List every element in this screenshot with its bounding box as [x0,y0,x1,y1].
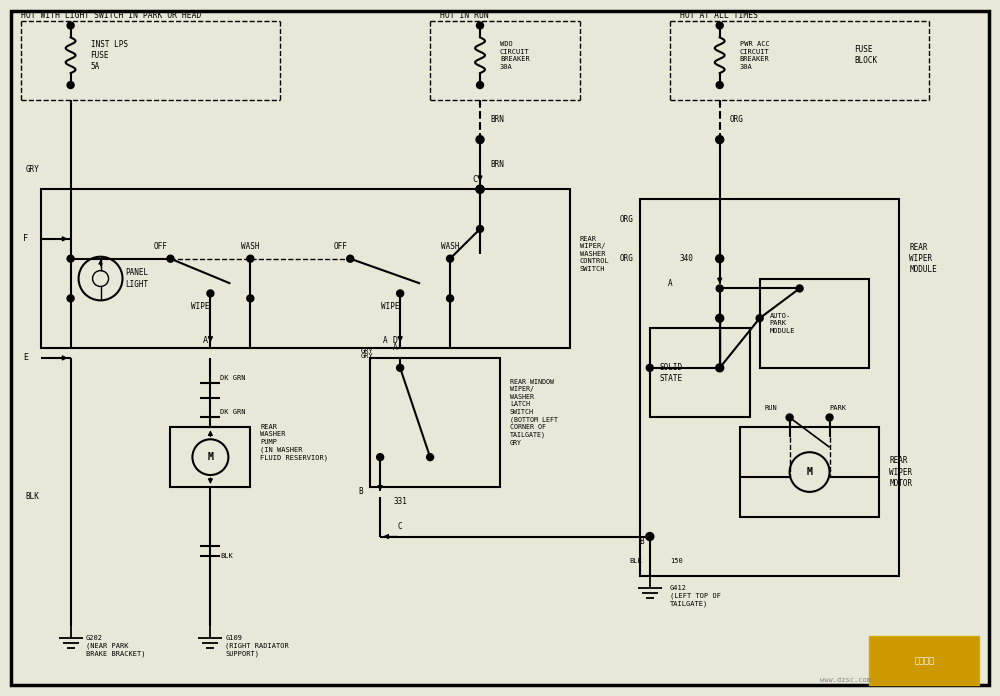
Text: C: C [473,175,478,184]
Text: BLK: BLK [220,553,233,560]
Text: REAR
WIPER/
WASHER
CONTROL
SWITCH: REAR WIPER/ WASHER CONTROL SWITCH [580,236,610,271]
Bar [760,278,869,368]
Circle shape [476,185,484,193]
Text: PARK: PARK [830,404,847,411]
Text: REAR
WIPER
MOTOR: REAR WIPER MOTOR [889,457,913,488]
Text: F: F [23,235,28,244]
Circle shape [716,255,724,262]
Bar [640,199,899,576]
Text: GRY: GRY [360,353,373,359]
Circle shape [427,454,434,461]
Circle shape [646,365,653,372]
Circle shape [67,81,74,88]
Circle shape [786,414,793,421]
Circle shape [796,285,803,292]
Bar [869,635,979,686]
Circle shape [716,364,724,372]
Circle shape [397,365,404,372]
Text: GRY: GRY [26,165,40,174]
Text: 331: 331 [393,498,407,506]
Text: A: A [383,335,387,345]
Circle shape [247,255,254,262]
Text: BLK: BLK [26,492,40,501]
Text: A: A [393,344,397,352]
Text: ORG: ORG [620,214,634,223]
Text: ORG: ORG [620,254,634,263]
Text: RUN: RUN [765,404,777,411]
Circle shape [207,290,214,297]
Text: WIPE: WIPE [381,302,399,311]
Text: WASH: WASH [241,242,260,251]
Bar [740,427,879,516]
Circle shape [646,532,654,541]
Text: HOT AT ALL TIMES: HOT AT ALL TIMES [680,11,758,20]
Text: REAR
WASHER
PUMP
(IN WASHER
FLUID RESERVIOR): REAR WASHER PUMP (IN WASHER FLUID RESERV… [260,424,328,461]
Text: DK GRN: DK GRN [220,409,246,416]
Text: OFF: OFF [154,242,167,251]
Bar [41,189,570,348]
Text: WDO
CIRCUIT
BREAKER
30A: WDO CIRCUIT BREAKER 30A [500,41,530,70]
Circle shape [477,22,484,29]
Bar [650,328,750,418]
Text: ORG: ORG [730,116,744,125]
Circle shape [377,454,384,461]
Text: B: B [640,537,644,546]
Circle shape [476,185,484,193]
Text: D: D [393,335,398,345]
Text: 维库一下: 维库一下 [914,656,934,665]
Circle shape [397,290,404,297]
Text: DK GRN: DK GRN [220,374,246,381]
Text: REAR WINDOW
WIPER/
WASHER
LATCH
SWITCH
(BOTTOM LEFT
CORNER OF
TAILGATE)
GRY: REAR WINDOW WIPER/ WASHER LATCH SWITCH (… [510,379,558,446]
Text: E: E [23,354,28,363]
Circle shape [447,295,454,302]
Text: G412
(LEFT TOP OF
TAILGATE): G412 (LEFT TOP OF TAILGATE) [670,585,721,607]
Bar [170,427,250,487]
Circle shape [716,315,724,322]
Circle shape [476,136,484,143]
Text: C: C [398,522,402,531]
Text: SOLID
STATE: SOLID STATE [660,363,683,383]
Circle shape [716,136,724,143]
Circle shape [826,414,833,421]
Circle shape [67,255,74,262]
Circle shape [167,255,174,262]
Circle shape [756,315,763,322]
Text: FUSE
BLOCK: FUSE BLOCK [855,45,878,65]
Text: PANEL
LIGHT: PANEL LIGHT [126,269,149,289]
Circle shape [67,295,74,302]
Text: A: A [667,279,672,288]
Text: AUTO-
PARK
MODULE: AUTO- PARK MODULE [770,313,795,333]
Text: BLK: BLK [630,558,643,564]
Text: B: B [358,487,363,496]
Text: WIPE: WIPE [191,302,210,311]
Circle shape [716,285,723,292]
Text: HOT IN RUN: HOT IN RUN [440,11,489,20]
Text: BRN: BRN [490,160,504,169]
Circle shape [347,255,354,262]
Text: 150: 150 [670,558,683,564]
Bar [370,358,500,487]
Circle shape [477,226,484,232]
Text: HOT WITH LIGHT SWITCH IN PARK OR HEAD: HOT WITH LIGHT SWITCH IN PARK OR HEAD [21,11,201,20]
Circle shape [477,81,484,88]
Text: M: M [207,452,213,462]
Text: A: A [203,335,208,345]
Text: OFF: OFF [333,242,347,251]
Circle shape [67,22,74,29]
Circle shape [716,22,723,29]
Circle shape [716,81,723,88]
Text: WASH: WASH [441,242,459,251]
Text: INST LPS
FUSE
5A: INST LPS FUSE 5A [91,40,128,71]
Text: G109
(RIGHT RADIATOR
SUPPORT): G109 (RIGHT RADIATOR SUPPORT) [225,635,289,657]
Text: BRN: BRN [490,116,504,125]
Text: GRY: GRY [360,348,373,354]
Text: 340: 340 [680,254,694,263]
Text: G202
(NEAR PARK
BRAKE BRACKET): G202 (NEAR PARK BRAKE BRACKET) [86,635,145,657]
Text: PWR ACC
CIRCUIT
BREAKER
30A: PWR ACC CIRCUIT BREAKER 30A [740,41,769,70]
Circle shape [447,255,454,262]
Text: www.dzsc.com: www.dzsc.com [820,677,871,683]
Circle shape [247,295,254,302]
Text: M: M [807,467,813,477]
Text: REAR
WIPER
MODULE: REAR WIPER MODULE [909,243,937,274]
